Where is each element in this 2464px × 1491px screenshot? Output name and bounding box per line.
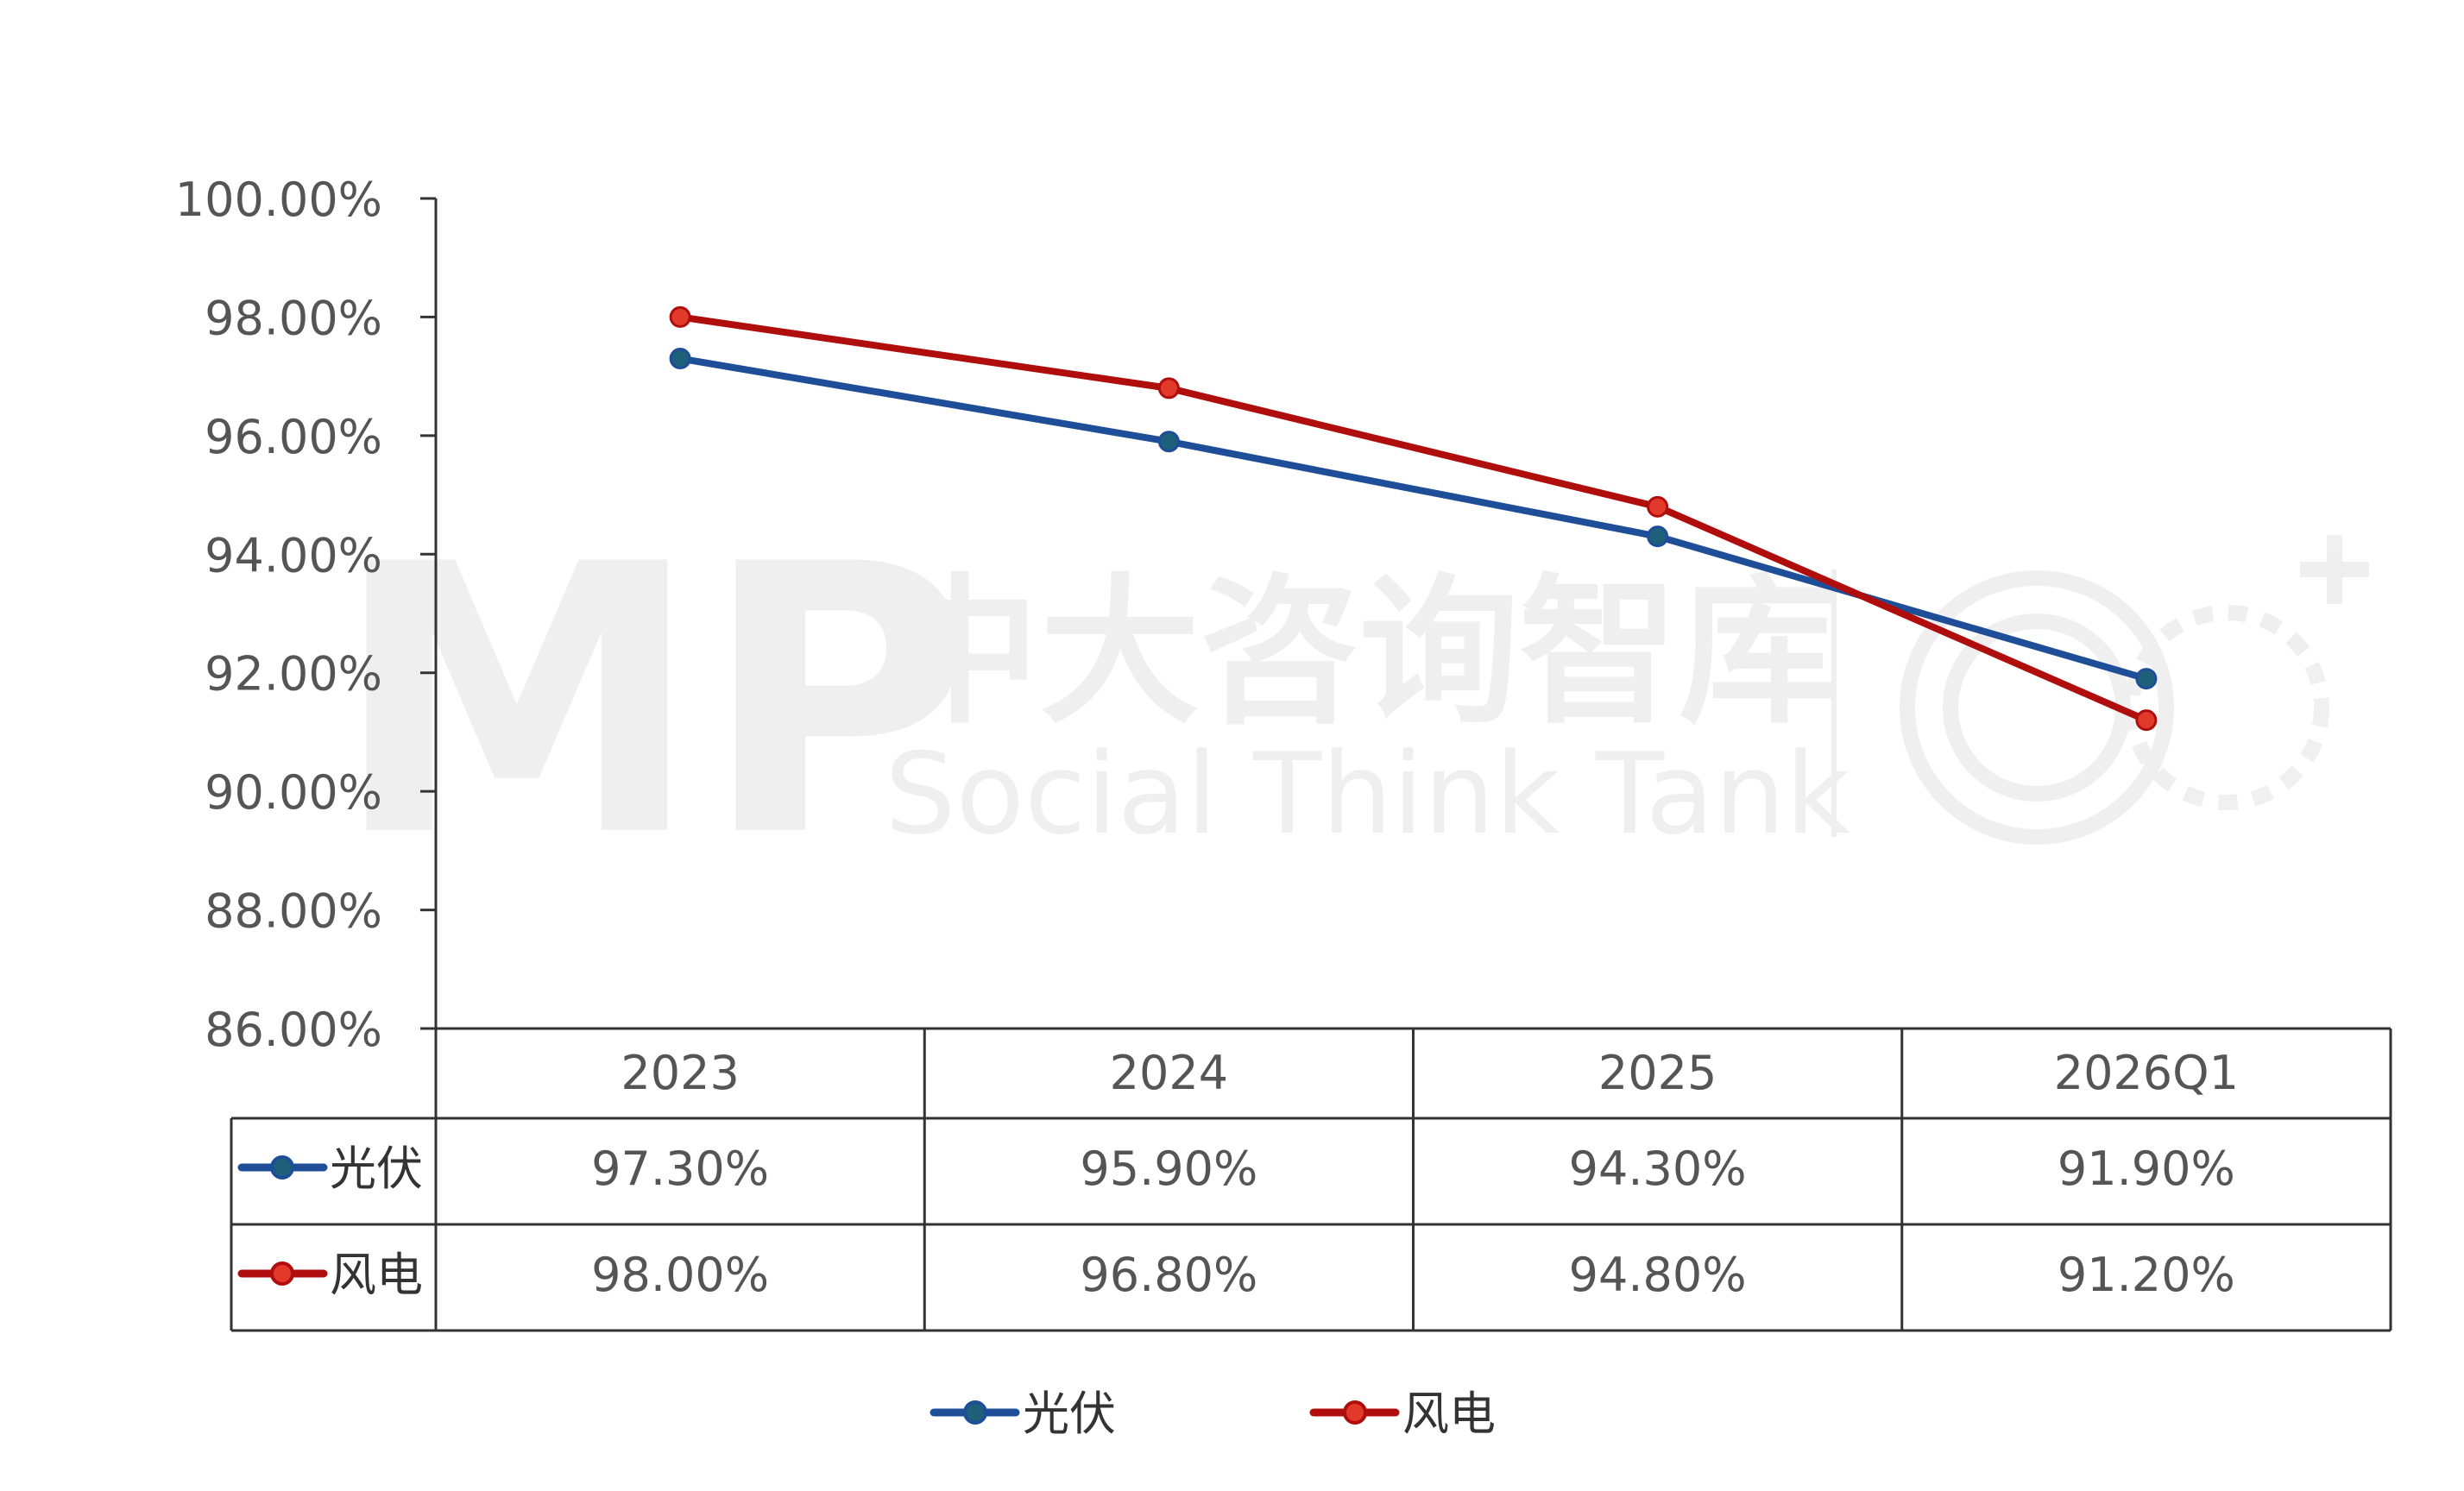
data-label: 94.30% [1569,1142,1747,1196]
y-tick-label: 88.00% [205,884,382,939]
y-tick-label: 86.00% [205,1003,382,1057]
series-line [679,313,2148,724]
y-tick-label: 90.00% [205,765,382,820]
data-point [2135,709,2158,732]
watermark-emblem-icon [1900,535,2369,845]
table-legend-marker [270,1155,294,1180]
data-point [2135,668,2158,690]
x-tick-label: 2026Q1 [2054,1046,2239,1100]
series-line [679,355,2147,683]
legend: 光伏 风电 [930,1387,1496,1441]
y-tick-label: 98.00% [205,291,382,345]
data-point [669,348,691,370]
legend-label: 风电 [1402,1387,1496,1441]
data-point [1157,377,1180,399]
legend-marker [1343,1400,1367,1425]
watermark: MP 中大咨询智库 Social Think Tank [332,487,2369,918]
data-label: 95.90% [1080,1142,1257,1196]
data-label: 91.90% [2058,1142,2235,1196]
data-point [1157,431,1180,453]
data-label: 96.80% [1080,1248,1257,1302]
series-lines [669,305,2158,732]
x-tick-label: 2024 [1110,1046,1228,1100]
table-legend-marker [270,1261,294,1286]
legend-marker [963,1400,987,1425]
data-point [1647,495,1669,518]
y-tick-label: 92.00% [205,647,382,701]
data-table: 2023 2024 2025 2026Q1 光伏 97.30% 95.90% 94.30% 91… [230,1027,2392,1332]
data-point [669,305,691,328]
x-tick-label: 2025 [1598,1046,1717,1100]
table-series-name: 光伏 [330,1142,423,1196]
watermark-logo: MP [332,487,974,918]
legend-label: 光伏 [1023,1387,1116,1441]
y-tick-label: 100.00% [175,173,382,227]
data-label: 98.00% [591,1248,769,1302]
y-tick-label: 96.00% [205,410,382,464]
watermark-subtitle: Social Think Tank [885,728,1850,859]
table-series-name: 风电 [330,1248,423,1302]
y-tick-label: 94.00% [205,528,382,582]
watermark-title: 中大咨询智库 [880,559,1838,746]
data-label: 94.80% [1569,1248,1747,1302]
data-label: 91.20% [2058,1248,2235,1302]
x-tick-label: 2023 [621,1046,739,1100]
data-label: 97.30% [591,1142,769,1196]
y-axis: 86.00% 88.00% 90.00% 92.00% 94.00% 96.00% 98.0… [175,173,438,1057]
data-point [1647,525,1669,548]
